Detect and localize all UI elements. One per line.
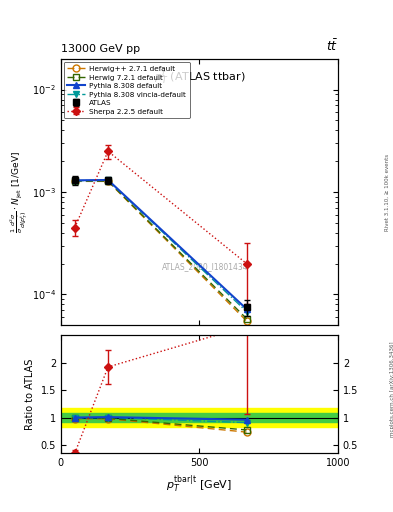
Line: Herwig++ 2.7.1 default: Herwig++ 2.7.1 default [71, 178, 250, 325]
Line: Pythia 8.308 vincia-default: Pythia 8.308 vincia-default [71, 177, 250, 315]
Pythia 8.308 default [72, 177, 77, 183]
Text: 13000 GeV pp: 13000 GeV pp [61, 44, 140, 54]
Herwig 7.2.1 default [244, 315, 249, 322]
Y-axis label: $\frac{1}{\sigma}\frac{d^2\sigma}{d(p^{\bar{t}}_T)} \cdot N_{\mathrm{jet}}$ [1/G: $\frac{1}{\sigma}\frac{d^2\sigma}{d(p^{\… [9, 151, 31, 233]
Bar [61, 413, 338, 422]
Y-axis label: Ratio to ATLAS: Ratio to ATLAS [25, 358, 35, 430]
Pythia 8.308 default [244, 306, 249, 312]
Text: $t\bar{t}$: $t\bar{t}$ [326, 38, 338, 54]
Pythia 8.308 default [106, 177, 110, 183]
Herwig++ 2.7.1 default [244, 318, 249, 324]
Legend: Herwig++ 2.7.1 default, Herwig 7.2.1 default, Pythia 8.308 default, Pythia 8.308: Herwig++ 2.7.1 default, Herwig 7.2.1 def… [64, 62, 189, 118]
Herwig 7.2.1 default [106, 178, 110, 184]
Text: mcplots.cern.ch [arXiv:1306.3436]: mcplots.cern.ch [arXiv:1306.3436] [390, 342, 393, 437]
Text: $p_T^{\bar{t}}$ (ATLAS ttbar): $p_T^{\bar{t}}$ (ATLAS ttbar) [154, 67, 245, 86]
Pythia 8.308 vincia-default [106, 177, 110, 183]
Line: Pythia 8.308 default: Pythia 8.308 default [71, 177, 250, 312]
Pythia 8.308 vincia-default [244, 308, 249, 314]
Herwig++ 2.7.1 default [106, 178, 110, 184]
Herwig++ 2.7.1 default [72, 178, 77, 184]
Herwig 7.2.1 default [72, 178, 77, 184]
X-axis label: $p^{\mathrm{tbar|t}}_T$ [GeV]: $p^{\mathrm{tbar|t}}_T$ [GeV] [167, 474, 232, 495]
Bar [61, 408, 338, 428]
Line: Herwig 7.2.1 default: Herwig 7.2.1 default [71, 178, 250, 322]
Text: Rivet 3.1.10, ≥ 100k events: Rivet 3.1.10, ≥ 100k events [385, 154, 389, 230]
Text: ATLAS_2020_I1801434: ATLAS_2020_I1801434 [162, 262, 248, 271]
Pythia 8.308 vincia-default [72, 178, 77, 184]
